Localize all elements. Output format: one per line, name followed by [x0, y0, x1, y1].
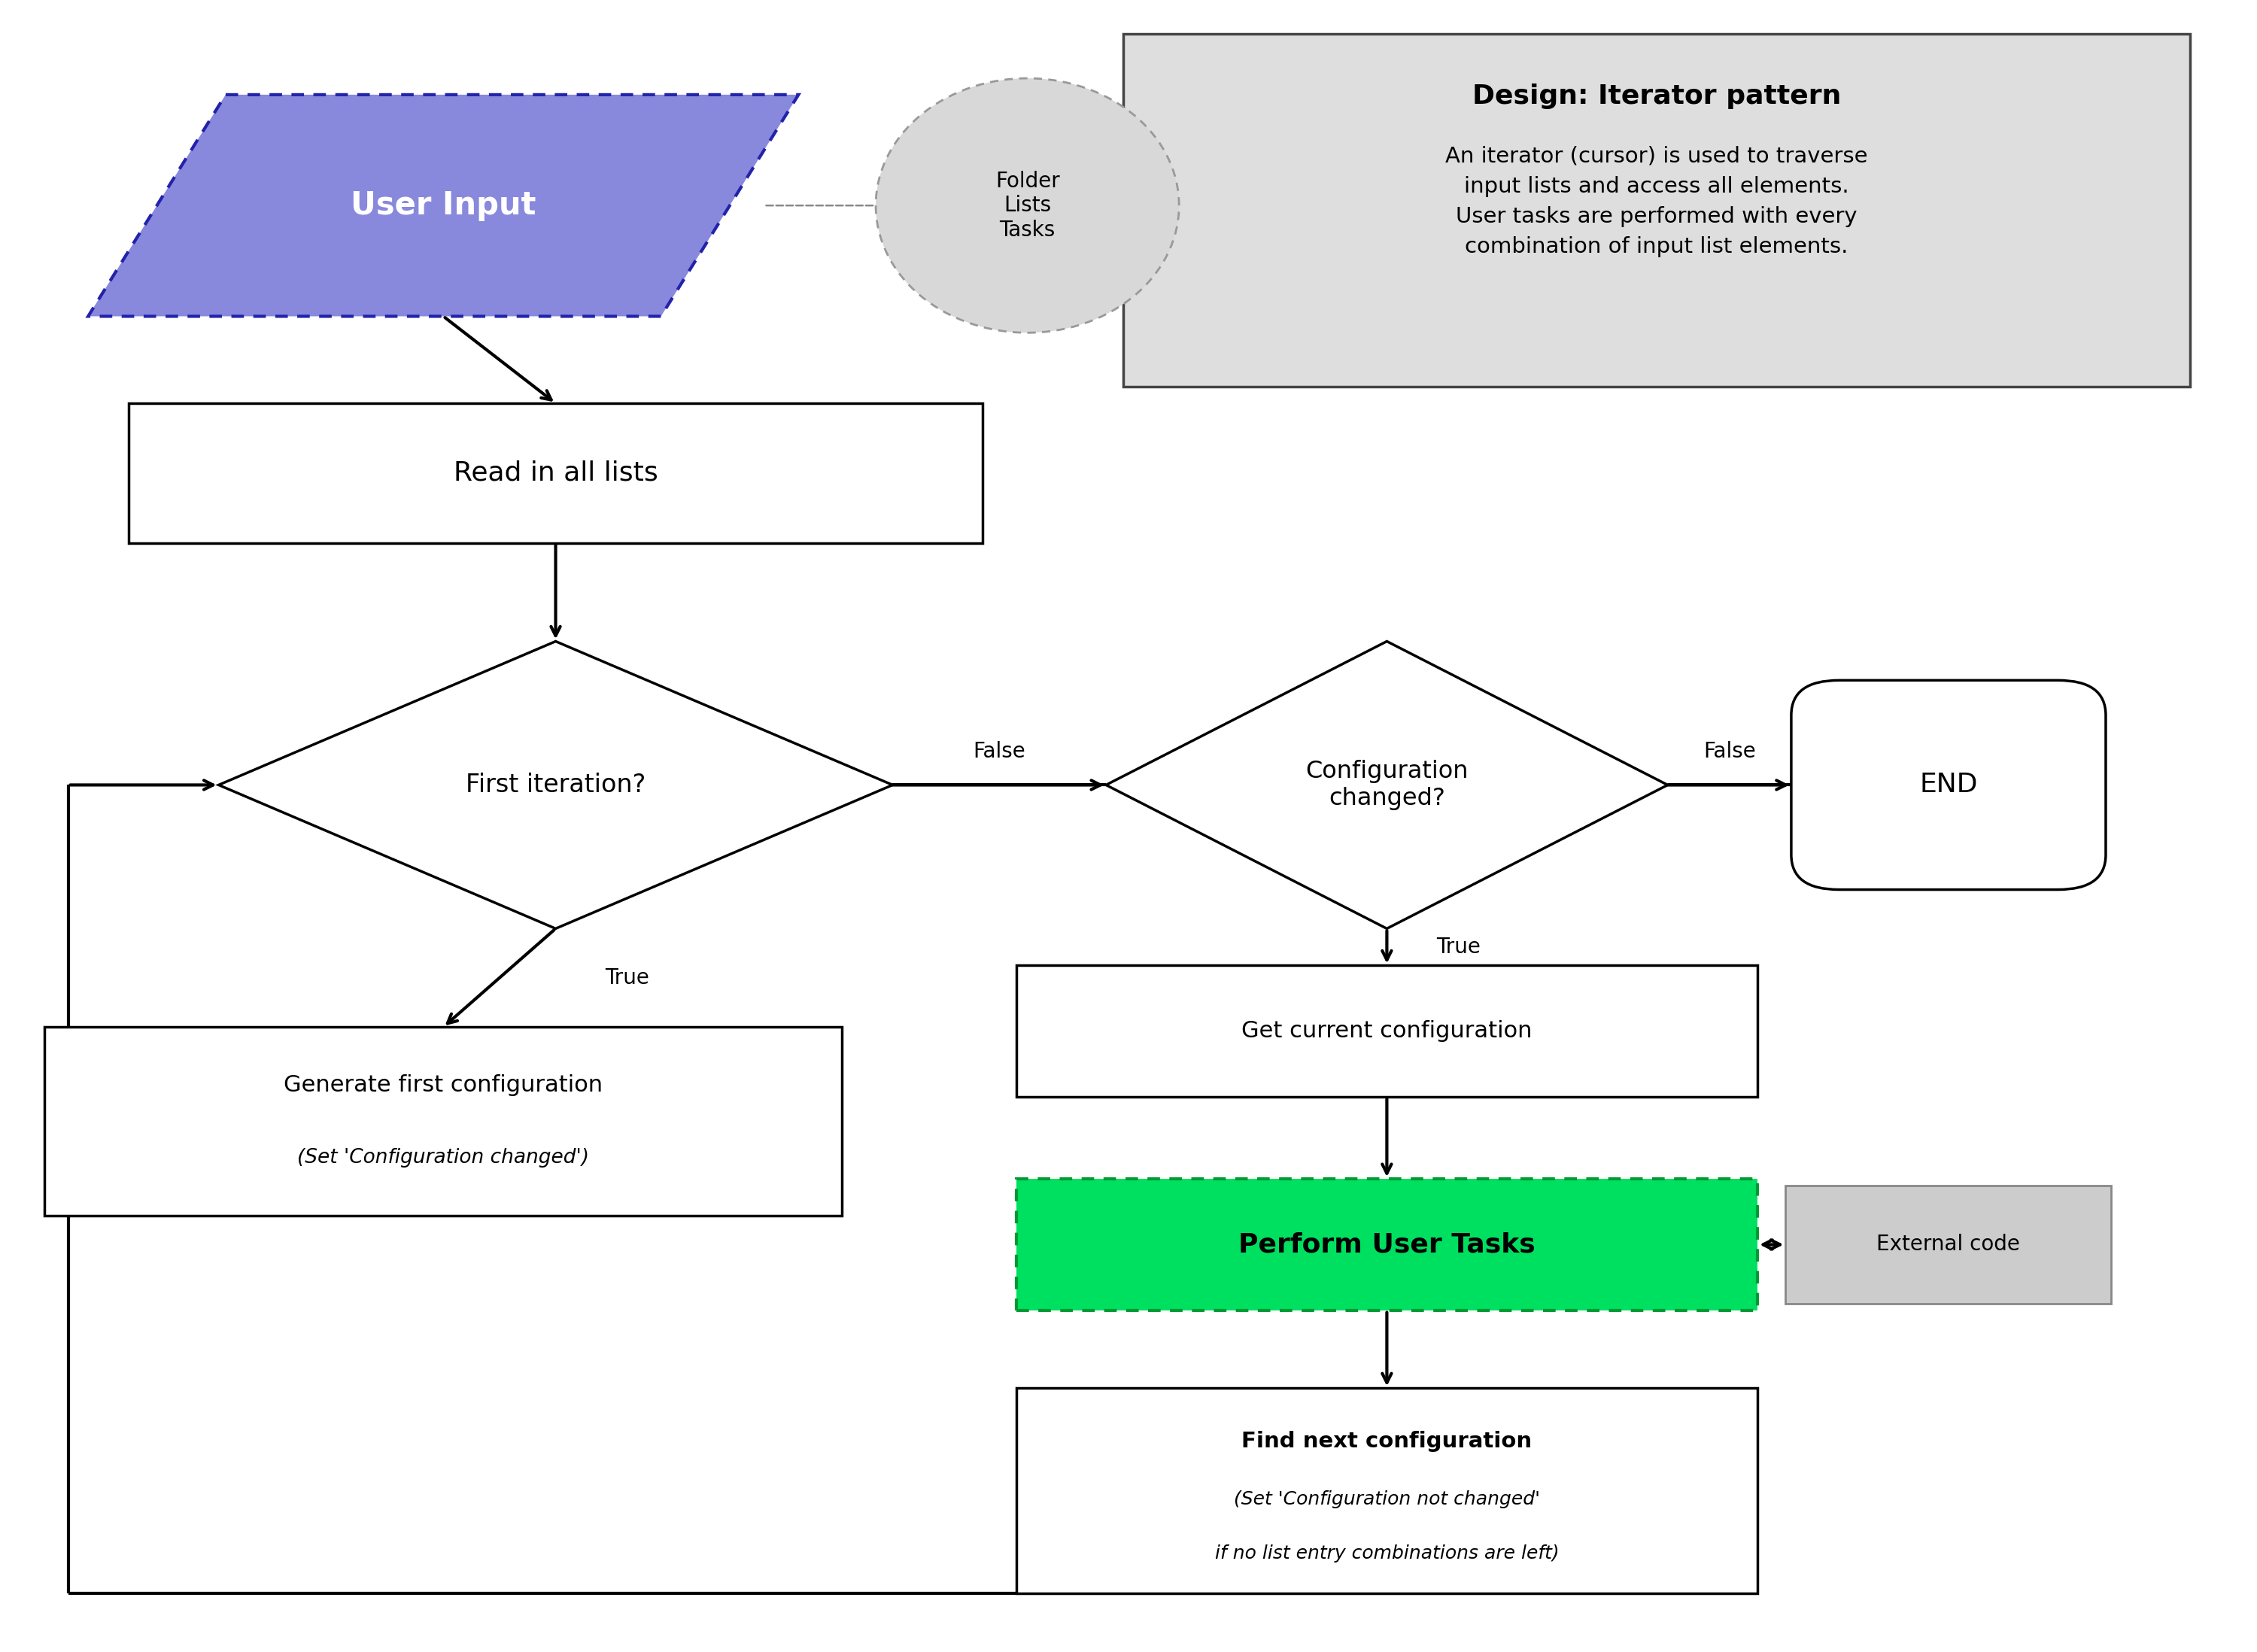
Text: External code: External code — [1876, 1234, 2020, 1256]
FancyBboxPatch shape — [45, 1028, 842, 1216]
Text: Folder
Lists
Tasks: Folder Lists Tasks — [995, 170, 1061, 241]
Text: Generate first configuration: Generate first configuration — [284, 1074, 603, 1097]
Text: First iteration?: First iteration? — [465, 773, 646, 798]
FancyBboxPatch shape — [1016, 1388, 1758, 1594]
Text: (Set 'Configuration changed'): (Set 'Configuration changed') — [298, 1148, 589, 1168]
Text: True: True — [1435, 937, 1481, 958]
Text: True: True — [605, 968, 650, 988]
FancyBboxPatch shape — [1016, 1180, 1758, 1310]
Text: False: False — [1704, 740, 1756, 762]
FancyBboxPatch shape — [1792, 681, 2106, 890]
Text: Configuration
changed?: Configuration changed? — [1305, 760, 1469, 809]
Polygon shape — [88, 94, 799, 316]
Text: if no list entry combinations are left): if no list entry combinations are left) — [1214, 1545, 1560, 1563]
FancyBboxPatch shape — [129, 403, 982, 544]
FancyBboxPatch shape — [1016, 965, 1758, 1097]
FancyBboxPatch shape — [1124, 35, 2189, 387]
Text: False: False — [973, 740, 1025, 762]
Text: (Set 'Configuration not changed': (Set 'Configuration not changed' — [1235, 1490, 1539, 1508]
Text: Find next configuration: Find next configuration — [1241, 1431, 1533, 1452]
Text: An iterator (cursor) is used to traverse
input lists and access all elements.
Us: An iterator (cursor) is used to traverse… — [1444, 145, 1867, 258]
Text: END: END — [1918, 771, 1977, 798]
Text: Read in all lists: Read in all lists — [454, 461, 657, 486]
Text: User Input: User Input — [350, 190, 535, 221]
FancyBboxPatch shape — [1785, 1186, 2110, 1303]
Text: Design: Iterator pattern: Design: Iterator pattern — [1472, 83, 1842, 109]
Ellipse shape — [876, 78, 1178, 332]
Polygon shape — [1106, 641, 1668, 928]
Polygon shape — [219, 641, 892, 928]
Text: Get current configuration: Get current configuration — [1241, 1021, 1533, 1042]
Text: Perform User Tasks: Perform User Tasks — [1239, 1232, 1535, 1257]
